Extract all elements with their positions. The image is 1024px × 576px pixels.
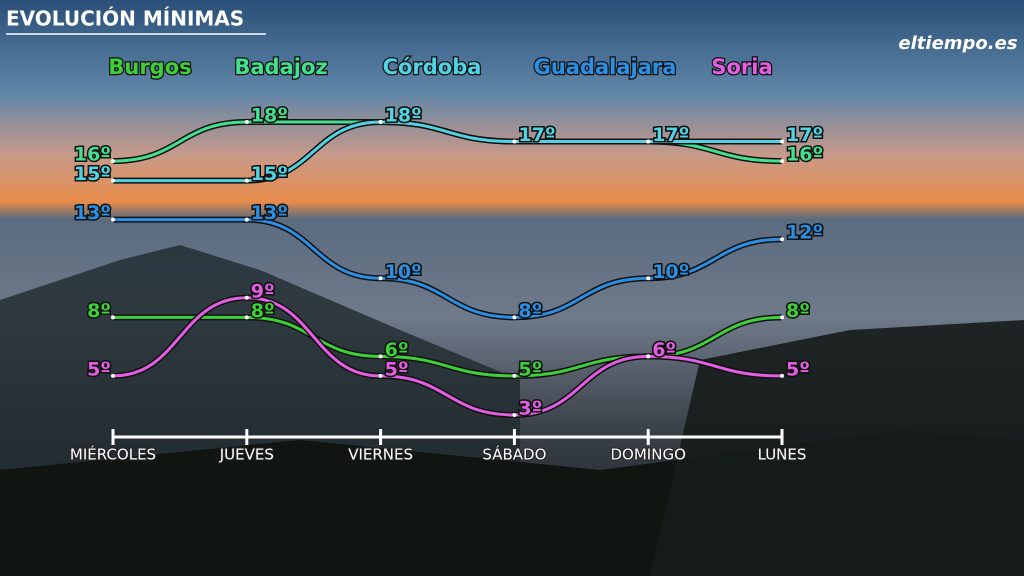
- x-tick-label: DOMINGO: [611, 446, 686, 464]
- value-label: 10º: [652, 261, 689, 283]
- series-line: [113, 315, 783, 378]
- value-label: 5º: [786, 358, 810, 380]
- legend-entry: Badajoz: [234, 55, 327, 79]
- point: [378, 373, 383, 378]
- point: [780, 159, 784, 164]
- point: [512, 139, 517, 144]
- point: [780, 237, 784, 242]
- point: [646, 354, 651, 359]
- value-label: 15º: [74, 163, 111, 185]
- point: [512, 373, 517, 378]
- point: [512, 413, 517, 417]
- point: [244, 178, 249, 183]
- value-label: 18º: [385, 105, 422, 127]
- point: [646, 276, 651, 281]
- value-label: 8º: [518, 300, 542, 322]
- value-label: 17º: [652, 124, 689, 146]
- series-line: [112, 120, 782, 183]
- value-label: 12º: [786, 222, 823, 244]
- point: [512, 315, 517, 320]
- value-label: 10º: [385, 261, 422, 283]
- point: [378, 354, 383, 359]
- x-tick-label: VIERNES: [348, 446, 413, 464]
- point: [780, 315, 784, 320]
- value-label: 8º: [87, 300, 111, 322]
- value-label: 5º: [385, 358, 409, 380]
- value-label: 3º: [518, 398, 542, 420]
- x-tick-label: LUNES: [758, 446, 807, 464]
- point: [111, 159, 115, 164]
- point: [244, 120, 249, 124]
- value-label: 13º: [251, 202, 288, 224]
- value-label: 6º: [652, 339, 676, 361]
- x-tick-label: SÁBADO: [482, 445, 546, 464]
- value-label: 6º: [652, 339, 676, 361]
- point: [244, 295, 249, 300]
- value-label: 16º: [74, 144, 111, 166]
- legend-entry: Guadalajara: [534, 55, 677, 79]
- value-label: 17º: [786, 124, 823, 146]
- value-label: 18º: [251, 105, 288, 127]
- point: [378, 276, 383, 281]
- point: [111, 315, 115, 320]
- series-line: [112, 296, 783, 417]
- point: [111, 373, 115, 378]
- value-label: 5º: [518, 358, 542, 380]
- legend-entry: Burgos: [108, 55, 191, 79]
- value-label: 6º: [385, 339, 409, 361]
- x-tick-label: MIÉRCOLES: [70, 445, 156, 464]
- point: [244, 217, 249, 222]
- point: [646, 139, 651, 144]
- value-label: 16º: [786, 144, 823, 166]
- value-label: 17º: [518, 124, 555, 146]
- point: [111, 217, 115, 222]
- legend-entry: Soria: [711, 55, 772, 79]
- point: [111, 178, 115, 183]
- value-label: 8º: [786, 300, 810, 322]
- value-label: 8º: [251, 300, 275, 322]
- legend-entry: Córdoba: [383, 55, 482, 79]
- hill: [650, 320, 1024, 576]
- point: [244, 315, 249, 320]
- value-label: 9º: [251, 280, 275, 302]
- value-label: 5º: [87, 358, 111, 380]
- logo[interactable]: eltiempo.es: [898, 33, 1017, 54]
- value-label: 17º: [652, 124, 689, 146]
- point: [780, 373, 784, 378]
- point: [378, 120, 383, 124]
- point: [780, 139, 784, 144]
- title: EVOLUCIÓN MÍNIMAS: [6, 7, 244, 31]
- value-label: 18º: [385, 105, 422, 127]
- value-label: 13º: [74, 202, 111, 224]
- x-tick-label: JUEVES: [219, 446, 274, 464]
- value-label: 17º: [518, 124, 555, 146]
- value-label: 15º: [251, 163, 288, 185]
